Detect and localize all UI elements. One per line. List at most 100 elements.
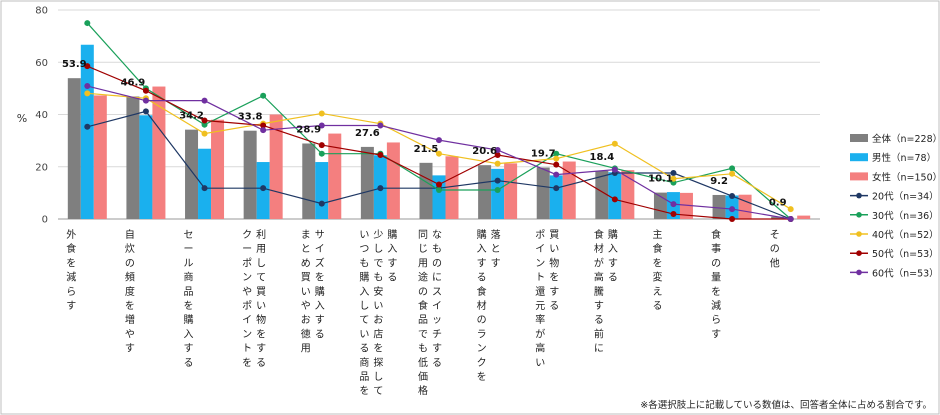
category-label: いつも購入している商品を: [359, 230, 369, 397]
legend-swatch-bar-1: [850, 153, 868, 162]
data-label: 33.8: [238, 112, 263, 123]
legend-label: 女性（n=150）: [872, 171, 940, 183]
bar-0-2: [185, 129, 199, 219]
y-tick-label: 0: [42, 215, 48, 226]
legend-label: 40代（n=52）: [872, 229, 939, 241]
point-1-7: [494, 187, 501, 194]
point-2-4: [318, 110, 325, 117]
point-0-0: [84, 123, 91, 130]
point-4-2: [201, 97, 208, 104]
bar-2-6: [445, 156, 459, 219]
category-label: なものにスイッチする: [432, 229, 442, 369]
bar-0-10: [653, 192, 667, 219]
category-label: 少しでも安いお店を探して: [373, 229, 383, 397]
bar-0-4: [302, 143, 316, 219]
bar-0-3: [243, 130, 257, 219]
point-3-6: [436, 181, 442, 188]
point-1-4: [318, 150, 325, 157]
bar-1-8: [549, 175, 563, 219]
bar-2-12: [797, 215, 811, 219]
point-1-8: [553, 150, 560, 157]
category-label: 同じ用途の食品でも低価格: [418, 229, 428, 397]
point-3-7: [494, 151, 501, 158]
bar-1-4: [315, 162, 329, 219]
point-1-2: [201, 121, 208, 128]
category-label: 購入する食材のランクを: [477, 228, 487, 383]
data-label: 10.1: [648, 174, 673, 185]
bar-0-5: [360, 146, 374, 219]
point-1-6: [436, 187, 442, 194]
point-3-1: [142, 87, 149, 94]
bar-1-6: [432, 175, 446, 219]
point-2-11: [729, 170, 736, 177]
bar-2-10: [679, 192, 693, 219]
category-label: 買い物をする: [549, 229, 559, 312]
point-2-2: [201, 130, 208, 137]
data-label: 34.2: [179, 111, 204, 122]
bar-2-0: [93, 95, 107, 219]
point-4-12: [787, 216, 794, 222]
bar-1-2: [198, 148, 212, 219]
category-label: 外食を減らす: [66, 229, 76, 312]
data-label: 19.7: [531, 149, 556, 160]
point-3-5: [377, 151, 384, 158]
bar-1-1: [139, 115, 153, 219]
point-0-8: [553, 185, 560, 192]
point-3-9: [611, 196, 618, 203]
category-label: 食事の量を減らす: [711, 228, 721, 340]
legend-marker-2: [856, 231, 862, 237]
point-4-9: [611, 166, 618, 173]
point-2-6: [436, 150, 442, 157]
data-label: 9.2: [710, 176, 728, 187]
category-label: 購入する: [608, 228, 618, 284]
point-3-10: [670, 211, 677, 218]
y-tick-label: 80: [35, 6, 48, 17]
point-0-1: [142, 108, 149, 115]
point-0-7: [494, 177, 501, 184]
point-3-0: [84, 63, 91, 70]
point-4-1: [142, 97, 149, 104]
point-3-3: [260, 122, 267, 129]
data-label: 28.9: [296, 124, 321, 135]
category-label: 購入する: [387, 228, 397, 284]
y-tick-label: 40: [35, 110, 48, 121]
data-label: 18.4: [590, 152, 615, 163]
point-0-10: [670, 170, 677, 177]
legend-label: 30代（n=36）: [872, 210, 939, 222]
point-4-10: [670, 201, 677, 208]
bar-0-0: [67, 78, 81, 219]
bar-0-8: [536, 167, 550, 219]
bar-0-6: [419, 162, 433, 219]
category-label: 食材が高騰する前に: [594, 228, 604, 355]
data-label: 46.9: [121, 77, 146, 88]
bar-2-1: [152, 86, 166, 219]
point-0-4: [318, 200, 325, 207]
y-tick-label: 60: [35, 58, 48, 69]
point-4-4: [318, 122, 325, 129]
bar-2-11: [738, 194, 752, 219]
bar-0-7: [478, 165, 492, 219]
point-3-8: [553, 161, 560, 168]
category-label: 主食を変える: [652, 229, 662, 312]
bar-0-12: [771, 216, 785, 219]
data-label: 21.5: [414, 144, 439, 155]
bar-2-4: [328, 133, 342, 219]
point-1-3: [260, 92, 267, 99]
category-label: まとめ買いやお徳用: [301, 229, 311, 355]
point-2-7: [494, 160, 501, 167]
bar-1-0: [80, 44, 94, 220]
bar-1-7: [491, 168, 505, 219]
legend-marker-0: [856, 192, 862, 199]
bar-0-1: [126, 96, 140, 219]
y-axis-label: %: [17, 112, 27, 125]
category-label: セール商品を購入する: [184, 229, 194, 369]
point-4-5: [377, 122, 384, 129]
y-tick-label: 20: [35, 162, 48, 173]
category-label: 自炊の頻度を増やす: [125, 228, 135, 355]
bar-2-7: [504, 163, 518, 219]
bar-2-2: [211, 119, 225, 219]
point-3-11: [729, 216, 736, 222]
point-0-2: [201, 185, 208, 192]
